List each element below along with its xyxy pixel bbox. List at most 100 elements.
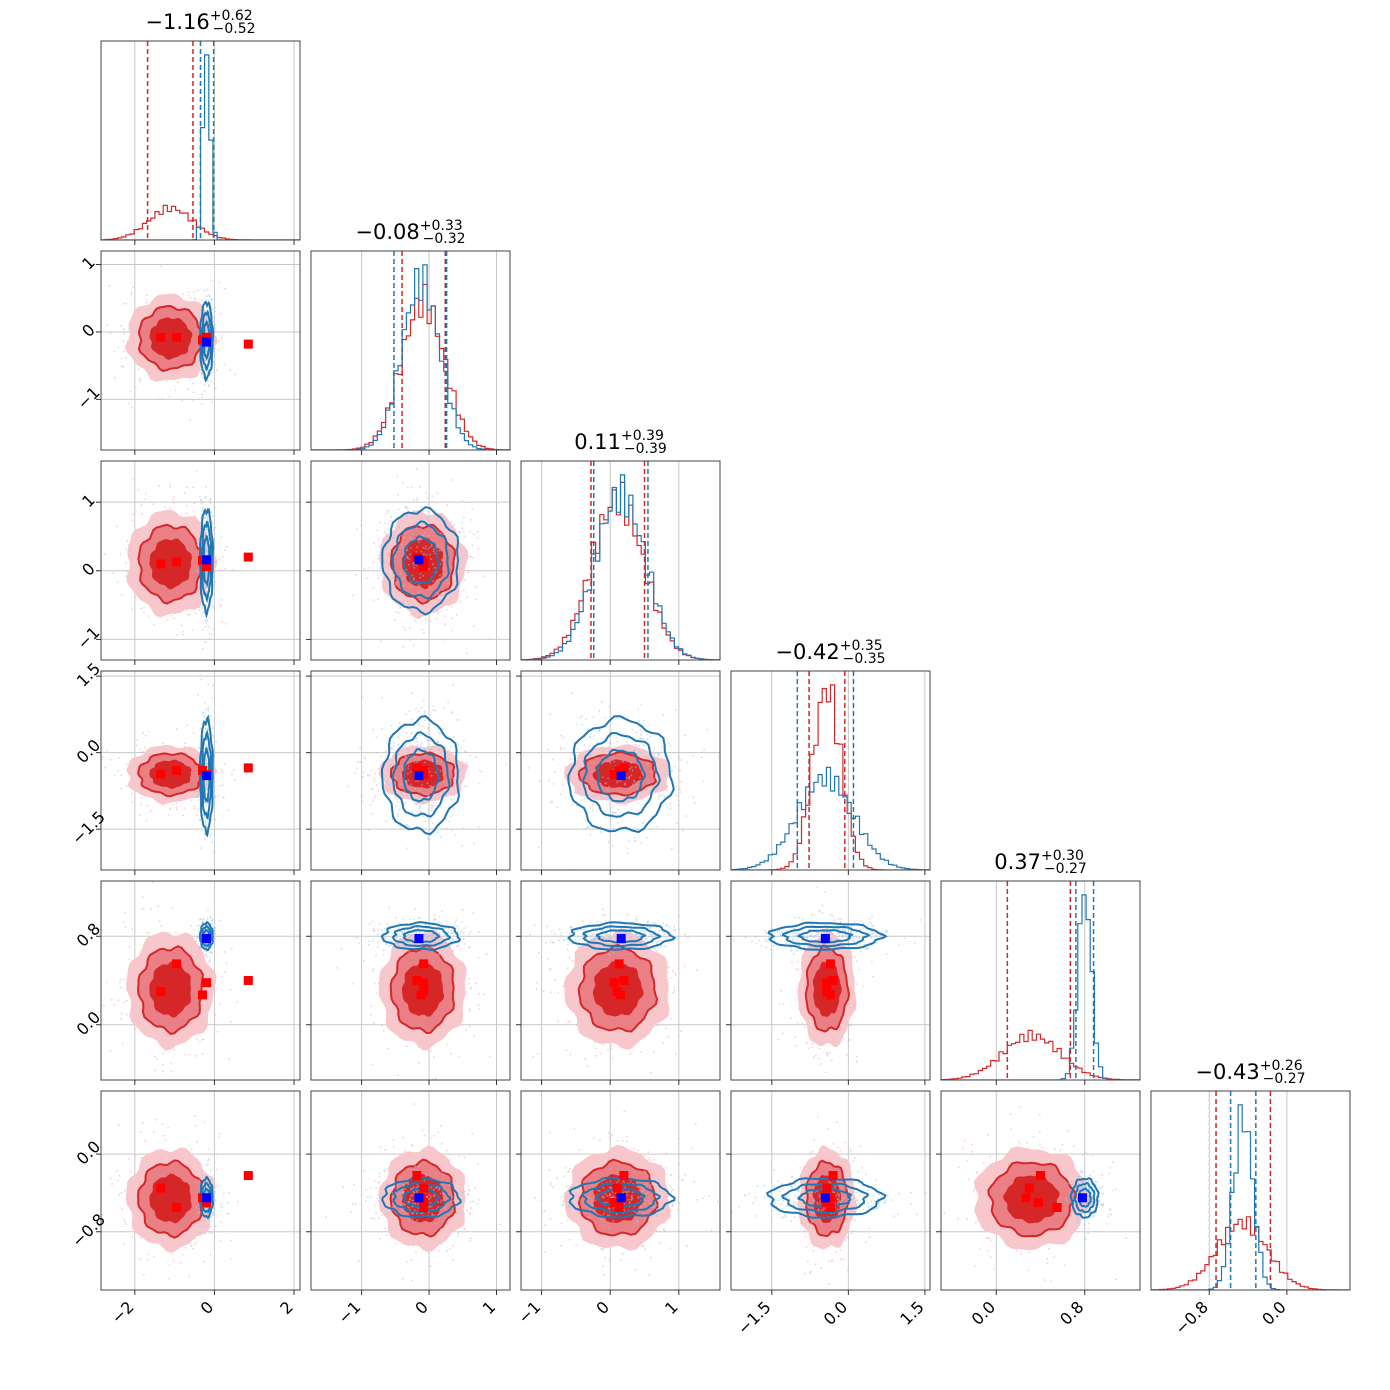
sample-point [478,992,480,995]
sample-point [477,825,480,828]
sample-point [680,780,683,783]
sample-point [221,975,223,978]
marker-red [243,763,253,773]
sample-point [373,780,376,782]
histogram-blue [311,264,510,450]
marker-red [156,987,166,997]
sample-point [210,498,212,500]
sample-point [587,935,590,937]
sample-point [463,943,466,945]
sample-point [204,727,207,730]
sample-point [639,751,641,754]
sample-point [385,781,388,783]
sample-point [463,531,465,533]
sample-point [221,620,223,623]
sample-point [624,928,627,931]
sample-point [463,554,465,557]
sample-point [197,328,199,330]
sample-point [462,938,465,940]
sample-point [431,745,434,748]
sample-point [592,715,595,718]
sample-point [430,774,433,777]
sample-point [450,711,453,713]
sample-point [659,794,662,797]
sample-point [602,796,605,799]
sample-point [619,753,622,756]
sample-point [218,605,221,607]
sample-point [433,548,435,550]
sample-point [406,556,409,559]
sample-point [447,928,450,930]
sample-point [214,926,217,929]
sample-point [131,608,133,611]
sample-point [615,736,617,739]
sample-point [193,807,196,810]
sample-point [436,610,439,613]
sample-point [361,800,364,803]
title-value: −0.42 [775,640,839,664]
sample-point [203,731,205,733]
sample-point [605,754,608,757]
sample-point [214,526,217,529]
sample-point [157,398,160,401]
sample-point [212,515,215,518]
sample-point [588,744,591,747]
sample-point [421,534,423,536]
sample-point [194,612,197,615]
sample-point [607,797,610,800]
sample-point [209,835,212,838]
sample-point [647,920,650,923]
sample-point [438,953,441,956]
sample-point [476,537,479,539]
sample-point [213,507,216,510]
sample-point [397,752,400,755]
sample-point [440,594,442,597]
sample-point [645,762,648,764]
sample-point [173,617,175,620]
sample-point [197,799,200,802]
sample-point [340,948,343,950]
sample-point [654,776,657,779]
sample-point [224,287,227,290]
sample-point [372,586,374,589]
sample-point [678,915,681,918]
sample-point [448,820,451,823]
sample-point [459,948,462,950]
sample-point [446,1043,449,1046]
sample-point [619,780,622,782]
sample-point [566,967,569,970]
sample-point [670,1018,673,1020]
sample-point [450,931,452,934]
sample-point [209,715,212,717]
sample-point [206,956,208,958]
sample-point [577,771,580,773]
sample-point [403,576,406,579]
sample-point [558,939,561,942]
sample-point [155,1058,158,1060]
sample-point [227,809,230,812]
sample-point [430,806,433,809]
sample-point [211,633,213,636]
sample-point [377,554,380,557]
sample-point [607,745,610,748]
marker-red [419,562,429,572]
sample-point [131,928,134,931]
sample-point [220,313,223,315]
sample-point [172,804,175,807]
marker-red [614,959,624,969]
sample-point [435,930,438,933]
sample-point [646,737,649,740]
sample-point [202,506,204,509]
sample-point [420,550,423,553]
sample-point [385,532,388,535]
sample-point [419,485,422,488]
sample-point [377,946,379,949]
sample-point [405,515,408,518]
sample-point [130,390,132,393]
sample-point [468,933,471,936]
sample-point [603,811,606,813]
sample-point [446,608,449,611]
sample-point [182,633,184,636]
sample-point [206,918,209,920]
sample-point [397,744,400,746]
